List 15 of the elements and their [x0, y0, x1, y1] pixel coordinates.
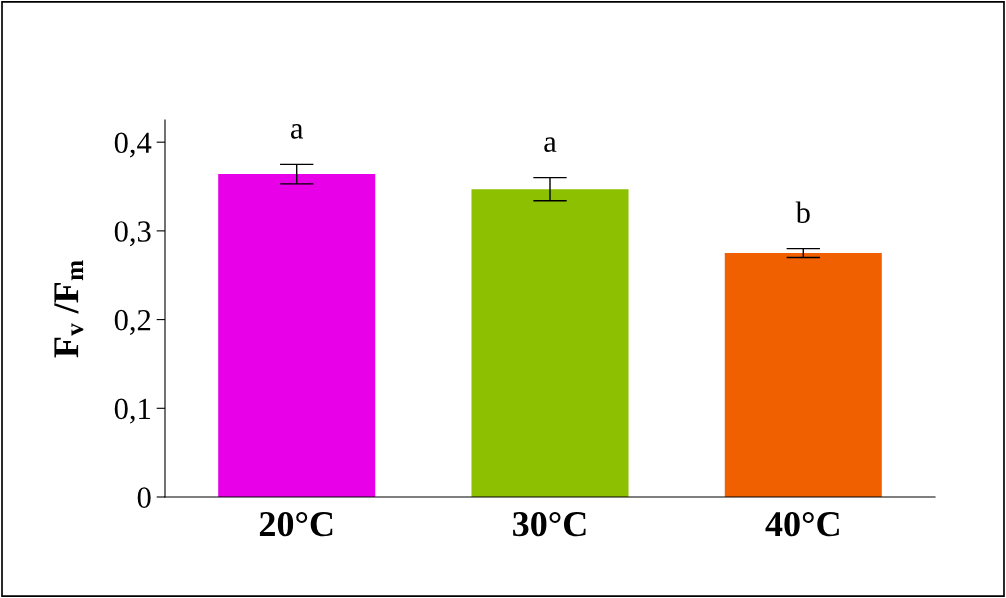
y-tick-label: 0,4 — [114, 132, 152, 158]
x-tick-label: 20°C — [259, 511, 333, 537]
x-tick-label: 30°C — [513, 511, 586, 537]
annotation: b — [795, 201, 810, 223]
y-tick-label: 0,2 — [114, 309, 151, 335]
y-tick-label: 0,3 — [114, 221, 151, 247]
x-tick-label: 40°C — [765, 511, 839, 537]
y-axis-title: F$_{v}$ /F$_{m}$ — [54, 260, 84, 358]
bar — [471, 189, 629, 497]
y-tick-label: 0,1 — [114, 398, 150, 424]
y-tick-label: 0 — [137, 487, 151, 508]
annotation: a — [544, 137, 557, 153]
bar — [724, 253, 882, 497]
annotation: a — [291, 124, 304, 139]
bar — [218, 174, 376, 497]
